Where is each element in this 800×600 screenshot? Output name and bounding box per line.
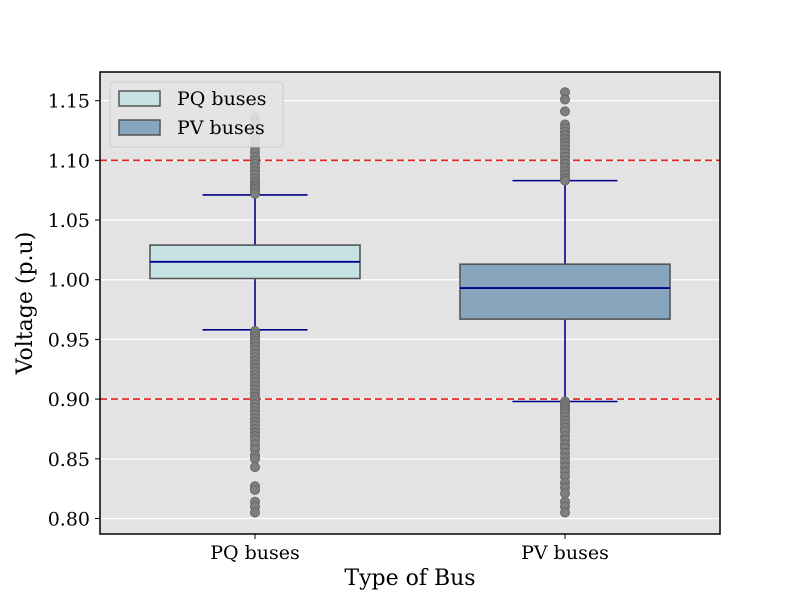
legend-label: PQ buses xyxy=(177,88,267,110)
legend-swatch xyxy=(118,90,161,107)
y-tick-label: 0.95 xyxy=(48,329,90,351)
legend-swatch xyxy=(118,119,161,136)
outlier-point xyxy=(250,507,260,518)
y-axis-ticks: 0.80 0.85 0.90 0.95 1.00 1.05 1.10 1.15 xyxy=(48,91,100,530)
outlier-point xyxy=(560,488,570,499)
y-tick-label: 1.15 xyxy=(48,91,90,113)
plot-frame xyxy=(99,71,721,535)
outlier-point xyxy=(560,106,570,117)
outlier-point xyxy=(250,484,260,495)
reference-lines xyxy=(100,159,720,400)
outlier-point xyxy=(560,94,570,105)
x-tick-label: PQ buses xyxy=(210,542,300,564)
y-tick-label: 0.90 xyxy=(48,389,90,411)
x-axis-label: Type of Bus xyxy=(344,566,475,591)
legend-label: PV buses xyxy=(177,117,265,139)
outlier-point xyxy=(250,462,260,473)
outlier-point xyxy=(560,507,570,518)
iqr-box xyxy=(459,263,671,320)
box-pv-buses xyxy=(459,87,671,518)
y-tick-label: 1.00 xyxy=(48,270,90,292)
x-axis-ticks: PQ buses PV buses xyxy=(210,534,609,564)
x-tick-label: PV buses xyxy=(521,542,609,564)
y-tick-label: 0.80 xyxy=(48,508,90,530)
y-tick-label: 1.05 xyxy=(48,210,90,232)
legend: PQ buses PV buses xyxy=(109,81,284,148)
y-tick-label: 1.10 xyxy=(48,150,90,172)
outlier-point xyxy=(250,453,260,464)
y-axis-label: Voltage (p.u) xyxy=(13,232,38,376)
outlier-point xyxy=(560,175,570,186)
outlier-point xyxy=(250,188,260,199)
y-tick-label: 0.85 xyxy=(48,449,90,471)
